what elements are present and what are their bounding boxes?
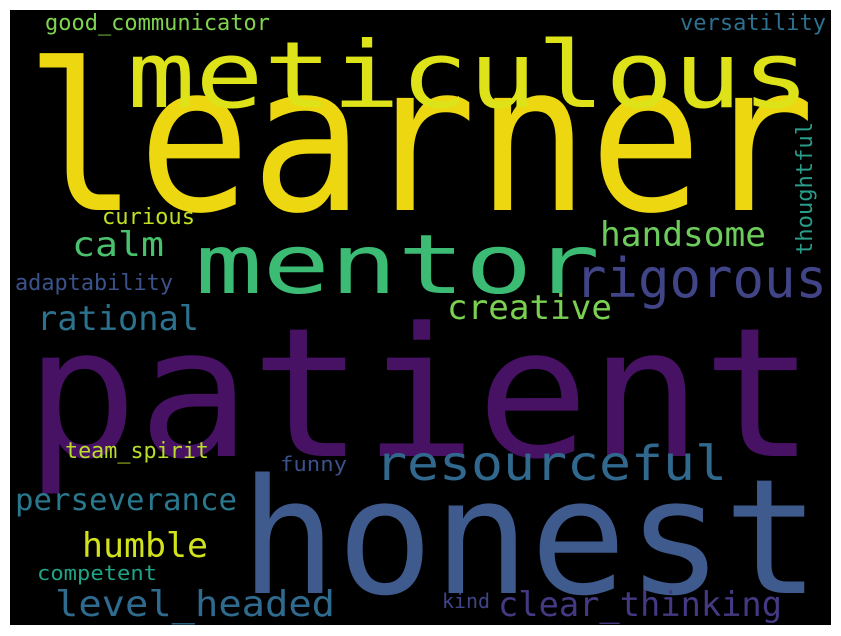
word-cloud: learner meticulous patient honest mentor… — [10, 10, 831, 625]
word-competent: competent — [37, 561, 157, 585]
word-rigorous: rigorous — [575, 247, 827, 310]
word-patient: patient — [25, 290, 815, 499]
word-level_headed: level_headed — [55, 584, 335, 625]
word-rational: rational — [37, 299, 199, 339]
word-team_spirit: team_spirit — [65, 439, 209, 464]
word-handsome: handsome — [600, 215, 766, 255]
word-funny: funny — [280, 452, 347, 476]
word-clear_thinking: clear_thinking — [498, 585, 782, 625]
word-learner: learner — [25, 21, 815, 259]
word-versatility: versatility — [680, 11, 826, 36]
word-calm: calm — [72, 225, 164, 265]
word-resourceful: resourceful — [375, 436, 727, 492]
word-honest: honest — [240, 444, 820, 625]
word-thoughtful: thoughtful — [793, 122, 818, 255]
word-kind: kind — [442, 589, 490, 613]
word-mentor: mentor — [195, 218, 600, 313]
word-good_communicator: good_communicator — [45, 11, 270, 36]
word-meticulous: meticulous — [127, 22, 810, 129]
word-cloud-canvas: learner meticulous patient honest mentor… — [15, 11, 827, 625]
word-adaptability: adaptability — [15, 271, 173, 296]
word-curious: curious — [102, 205, 195, 230]
word-creative: creative — [447, 288, 612, 328]
word-perseverance: perseverance — [15, 483, 237, 518]
word-humble: humble — [82, 526, 208, 566]
